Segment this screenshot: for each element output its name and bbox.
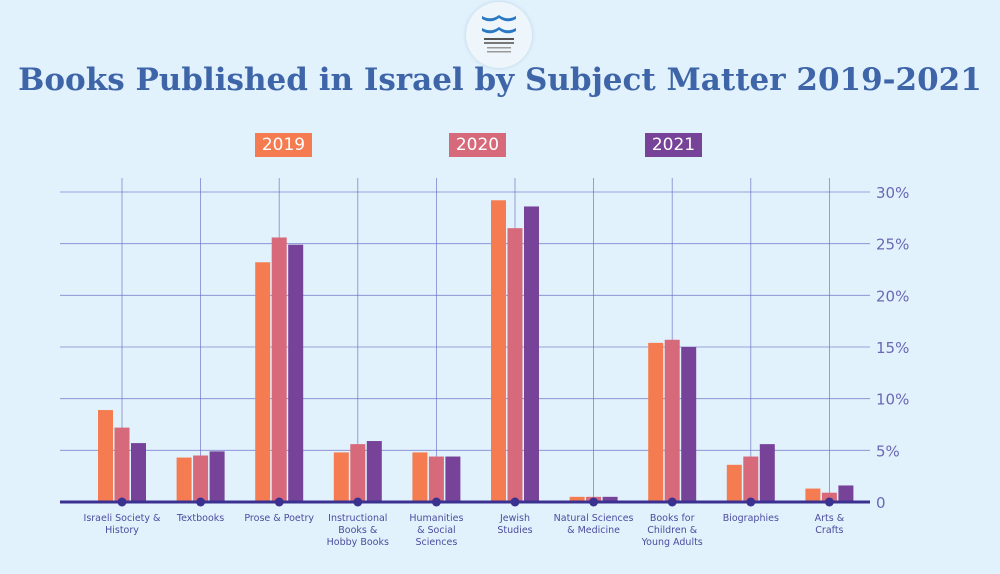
axis-marker: [746, 497, 756, 507]
category-label: Biographies: [723, 513, 779, 524]
axis-marker: [117, 497, 127, 507]
logo-book-icon: [482, 15, 516, 53]
bar-2019: [98, 410, 113, 502]
category-label: & Medicine: [567, 525, 620, 536]
chart-title: Books Published in Israel by Subject Mat…: [18, 62, 982, 98]
bar-2021: [445, 456, 461, 502]
legend-2019: 2019: [255, 133, 312, 157]
legend-2021: 2021: [645, 133, 702, 157]
bar-2021: [288, 244, 304, 502]
axis-marker: [274, 497, 284, 507]
bar-2021: [209, 451, 225, 502]
category-label: Prose & Poetry: [244, 513, 314, 524]
category-label: Natural Sciences: [554, 513, 634, 524]
bar-2021: [524, 206, 539, 502]
y-tick-label: 15%: [876, 339, 909, 357]
bar-2020: [350, 444, 366, 502]
legend-2020: 2020: [449, 133, 506, 157]
axis-marker: [353, 497, 363, 507]
bar-2021: [602, 496, 618, 502]
category-label: & Social: [417, 525, 456, 536]
category-label: Crafts: [815, 525, 843, 536]
bar-2021: [759, 444, 775, 502]
axis-marker: [431, 497, 441, 507]
bar-2021: [681, 347, 697, 502]
bar-2019: [176, 457, 192, 502]
category-label: Jewish: [499, 513, 530, 524]
bar-2019: [726, 464, 742, 502]
axis-marker: [589, 497, 599, 507]
category-label: Studies: [497, 525, 532, 536]
bar-2021: [366, 441, 382, 502]
bar-2021: [838, 485, 854, 502]
axis-marker: [196, 497, 206, 507]
y-tick-label: 5%: [876, 442, 900, 460]
category-label: Books for: [650, 513, 695, 524]
category-label: Hobby Books: [327, 537, 389, 548]
axis-marker: [824, 497, 834, 507]
national-library-logo: [466, 2, 532, 68]
bar-2020: [428, 456, 444, 502]
bar-2019: [569, 496, 585, 502]
bar-2019: [333, 452, 349, 502]
category-label: Children &: [647, 525, 698, 536]
bar-2019: [412, 452, 428, 502]
y-tick-label: 10%: [876, 391, 909, 409]
category-label: Books &: [338, 525, 378, 536]
bar-2020: [743, 456, 759, 502]
bar-2021: [131, 443, 146, 502]
axis-marker: [667, 497, 677, 507]
y-tick-label: 0: [876, 494, 886, 512]
bar-2020: [507, 228, 523, 502]
bar-2020: [271, 237, 287, 502]
y-tick-label: 20%: [876, 287, 909, 305]
bar-2019: [648, 342, 664, 502]
bar-2020: [821, 492, 837, 502]
category-label: Instructional: [328, 513, 387, 524]
bar-2020: [664, 339, 680, 502]
category-label: Young Adults: [641, 537, 703, 548]
axis-marker: [510, 497, 520, 507]
bar-2019: [255, 262, 271, 502]
bar-2019: [805, 488, 821, 502]
category-label: Arts &: [815, 513, 845, 524]
y-tick-label: 30%: [876, 184, 909, 202]
bar-2019: [491, 200, 506, 502]
bar-2020: [114, 427, 130, 502]
bar-2020: [193, 455, 209, 502]
category-label: Sciences: [416, 537, 458, 548]
category-label: History: [105, 525, 139, 536]
y-tick-label: 25%: [876, 236, 909, 254]
category-label: Textbooks: [176, 513, 224, 524]
category-label: Humanities: [409, 513, 463, 524]
category-label: Israeli Society &: [84, 513, 162, 524]
